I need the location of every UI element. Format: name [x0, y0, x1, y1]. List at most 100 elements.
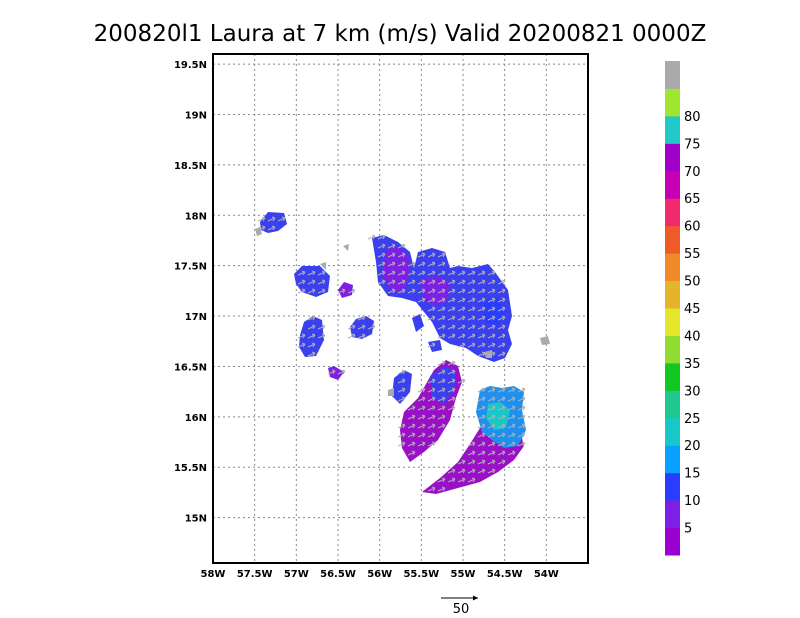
wind-barb [487, 423, 496, 429]
wind-barb [477, 396, 486, 402]
y-tick-label: 16N [185, 413, 207, 424]
wind-barb [417, 270, 426, 276]
wind-barb [497, 324, 506, 330]
wind-barb [407, 441, 416, 447]
colorbar-label: 10 [684, 494, 701, 509]
wind-cell [338, 282, 353, 298]
wind-barb [297, 342, 306, 348]
wind-barb [477, 468, 486, 474]
wind-barb [397, 288, 406, 294]
wind-barb [487, 459, 496, 465]
wind-barb [437, 270, 446, 276]
wind-cell [328, 366, 344, 380]
wind-reference-vector: 50 [441, 595, 478, 617]
wind-barb [307, 342, 316, 348]
wind-barb [357, 324, 366, 330]
wind-barb [447, 297, 456, 303]
wind-barb [477, 414, 486, 420]
colorbar-swatch [665, 143, 680, 172]
wind-barb [377, 234, 386, 240]
wind-barb [467, 297, 476, 303]
wind-barb [297, 288, 306, 294]
wind-barb [477, 351, 486, 357]
wind-cell [412, 314, 424, 332]
wind-barb [387, 261, 396, 267]
x-tick-label: 54.5W [487, 569, 523, 580]
wind-barb [447, 378, 456, 384]
wind-barb [477, 306, 486, 312]
wind-barb [447, 306, 456, 312]
colorbar-label: 35 [684, 357, 701, 372]
wind-barb [497, 459, 506, 465]
wind-barb [407, 414, 416, 420]
wind-cell [260, 212, 287, 233]
wind-barb [477, 270, 486, 276]
wind-barb [437, 405, 446, 411]
reference-arrow-head [473, 595, 478, 601]
wind-barb [497, 279, 506, 285]
wind-barb [497, 396, 506, 402]
wind-barb [487, 288, 496, 294]
wind-barb [427, 432, 436, 438]
y-tick-label: 17.5N [174, 262, 207, 273]
wind-barb [377, 270, 386, 276]
colorbar-swatch [665, 61, 680, 89]
colorbar-swatch [665, 308, 680, 336]
wind-barb [467, 342, 476, 348]
wind-barb [477, 387, 486, 393]
wind-barb [447, 477, 456, 483]
y-tick-label: 19N [185, 110, 207, 121]
wind-barb [457, 270, 466, 276]
wind-barb [387, 270, 396, 276]
wind-barb [457, 306, 466, 312]
wind-barb [407, 288, 416, 294]
wind-barb [487, 432, 496, 438]
wind-barb [437, 360, 446, 366]
wind-barb [497, 306, 506, 312]
colorbar-swatch [665, 253, 680, 282]
wind-barb [497, 333, 506, 339]
wind-barb [267, 216, 276, 222]
x-tick-label: 58W [201, 569, 226, 580]
wind-barb [447, 279, 456, 285]
wind-barb [457, 333, 466, 339]
wind-cell [388, 388, 394, 396]
wind-barb [487, 315, 496, 321]
colorbar-label: 45 [684, 302, 701, 317]
wind-barb [447, 315, 456, 321]
wind-barb [497, 288, 506, 294]
wind-barb [427, 288, 436, 294]
colorbar-swatch [665, 115, 680, 144]
reference-arrow-label: 50 [453, 602, 470, 617]
wind-barb [477, 315, 486, 321]
colorbar-swatch [665, 170, 680, 199]
plot-background [213, 54, 588, 563]
colorbar-label: 70 [684, 165, 701, 180]
wind-barb [407, 450, 416, 456]
wind-barb [437, 414, 446, 420]
wind-barb [447, 333, 456, 339]
colorbar-label: 5 [684, 522, 692, 537]
colorbar-swatch [665, 362, 680, 391]
wind-barb [457, 342, 466, 348]
wind-barb [317, 288, 326, 294]
wind-barb [427, 378, 436, 384]
wind-barb [467, 333, 476, 339]
y-tick-label: 18N [185, 211, 207, 222]
wind-barb [437, 396, 446, 402]
wind-barb [337, 369, 346, 375]
wind-barb [467, 441, 476, 447]
wind-barb [417, 405, 426, 411]
wind-barb [427, 342, 436, 348]
wind-barb [447, 369, 456, 375]
colorbar-label: 60 [684, 220, 701, 235]
y-tick-label: 15.5N [174, 463, 207, 474]
colorbar-swatch [665, 527, 680, 556]
wind-barb [457, 315, 466, 321]
wind-barb [437, 252, 446, 258]
wind-barb [397, 369, 406, 375]
wind-barb [457, 459, 466, 465]
wind-barb [487, 333, 496, 339]
wind-barb [417, 432, 426, 438]
wind-barb [297, 279, 306, 285]
